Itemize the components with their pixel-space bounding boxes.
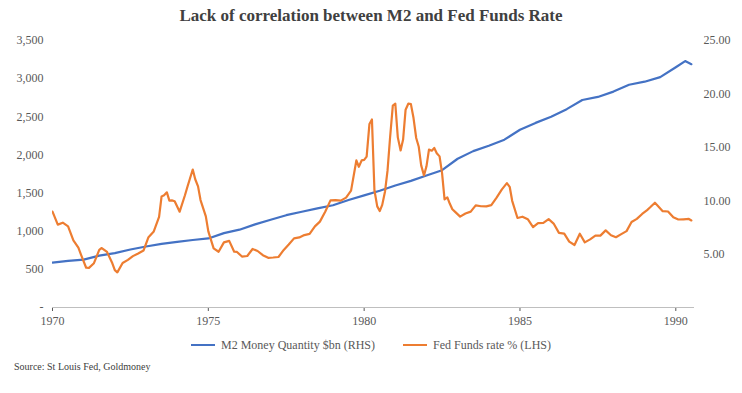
svg-text:5.00: 5.00 xyxy=(704,247,725,261)
svg-text:2,000: 2,000 xyxy=(17,148,44,162)
svg-text:-: - xyxy=(40,300,44,314)
html-text:Source: St Louis Fed, Goldmone: Source: St Louis Fed, Goldmoney xyxy=(14,361,151,372)
svg-text:1,000: 1,000 xyxy=(17,224,44,238)
html-text:Lack of correlation between M2: Lack of correlation between M2 and Fed F… xyxy=(179,6,563,25)
svg-text:500: 500 xyxy=(26,262,44,276)
svg-text:1990: 1990 xyxy=(664,314,688,328)
html-text:Fed Funds rate % (LHS): Fed Funds rate % (LHS) xyxy=(433,337,551,352)
svg-text:25.00: 25.00 xyxy=(704,33,731,47)
svg-text:3,500: 3,500 xyxy=(17,33,44,47)
svg-text:20.00: 20.00 xyxy=(704,87,731,101)
svg-text:3,000: 3,000 xyxy=(17,71,44,85)
svg-text:2,500: 2,500 xyxy=(17,110,44,124)
svg-text:1980: 1980 xyxy=(352,314,376,328)
svg-text:10.00: 10.00 xyxy=(704,194,731,208)
svg-text:1,500: 1,500 xyxy=(17,186,44,200)
svg-text:1985: 1985 xyxy=(508,314,532,328)
svg-text:15.00: 15.00 xyxy=(704,140,731,154)
svg-text:1970: 1970 xyxy=(41,314,65,328)
svg-text:1975: 1975 xyxy=(196,314,220,328)
html-text:M2 Money Quantity $bn (RHS): M2 Money Quantity $bn (RHS) xyxy=(221,337,375,352)
